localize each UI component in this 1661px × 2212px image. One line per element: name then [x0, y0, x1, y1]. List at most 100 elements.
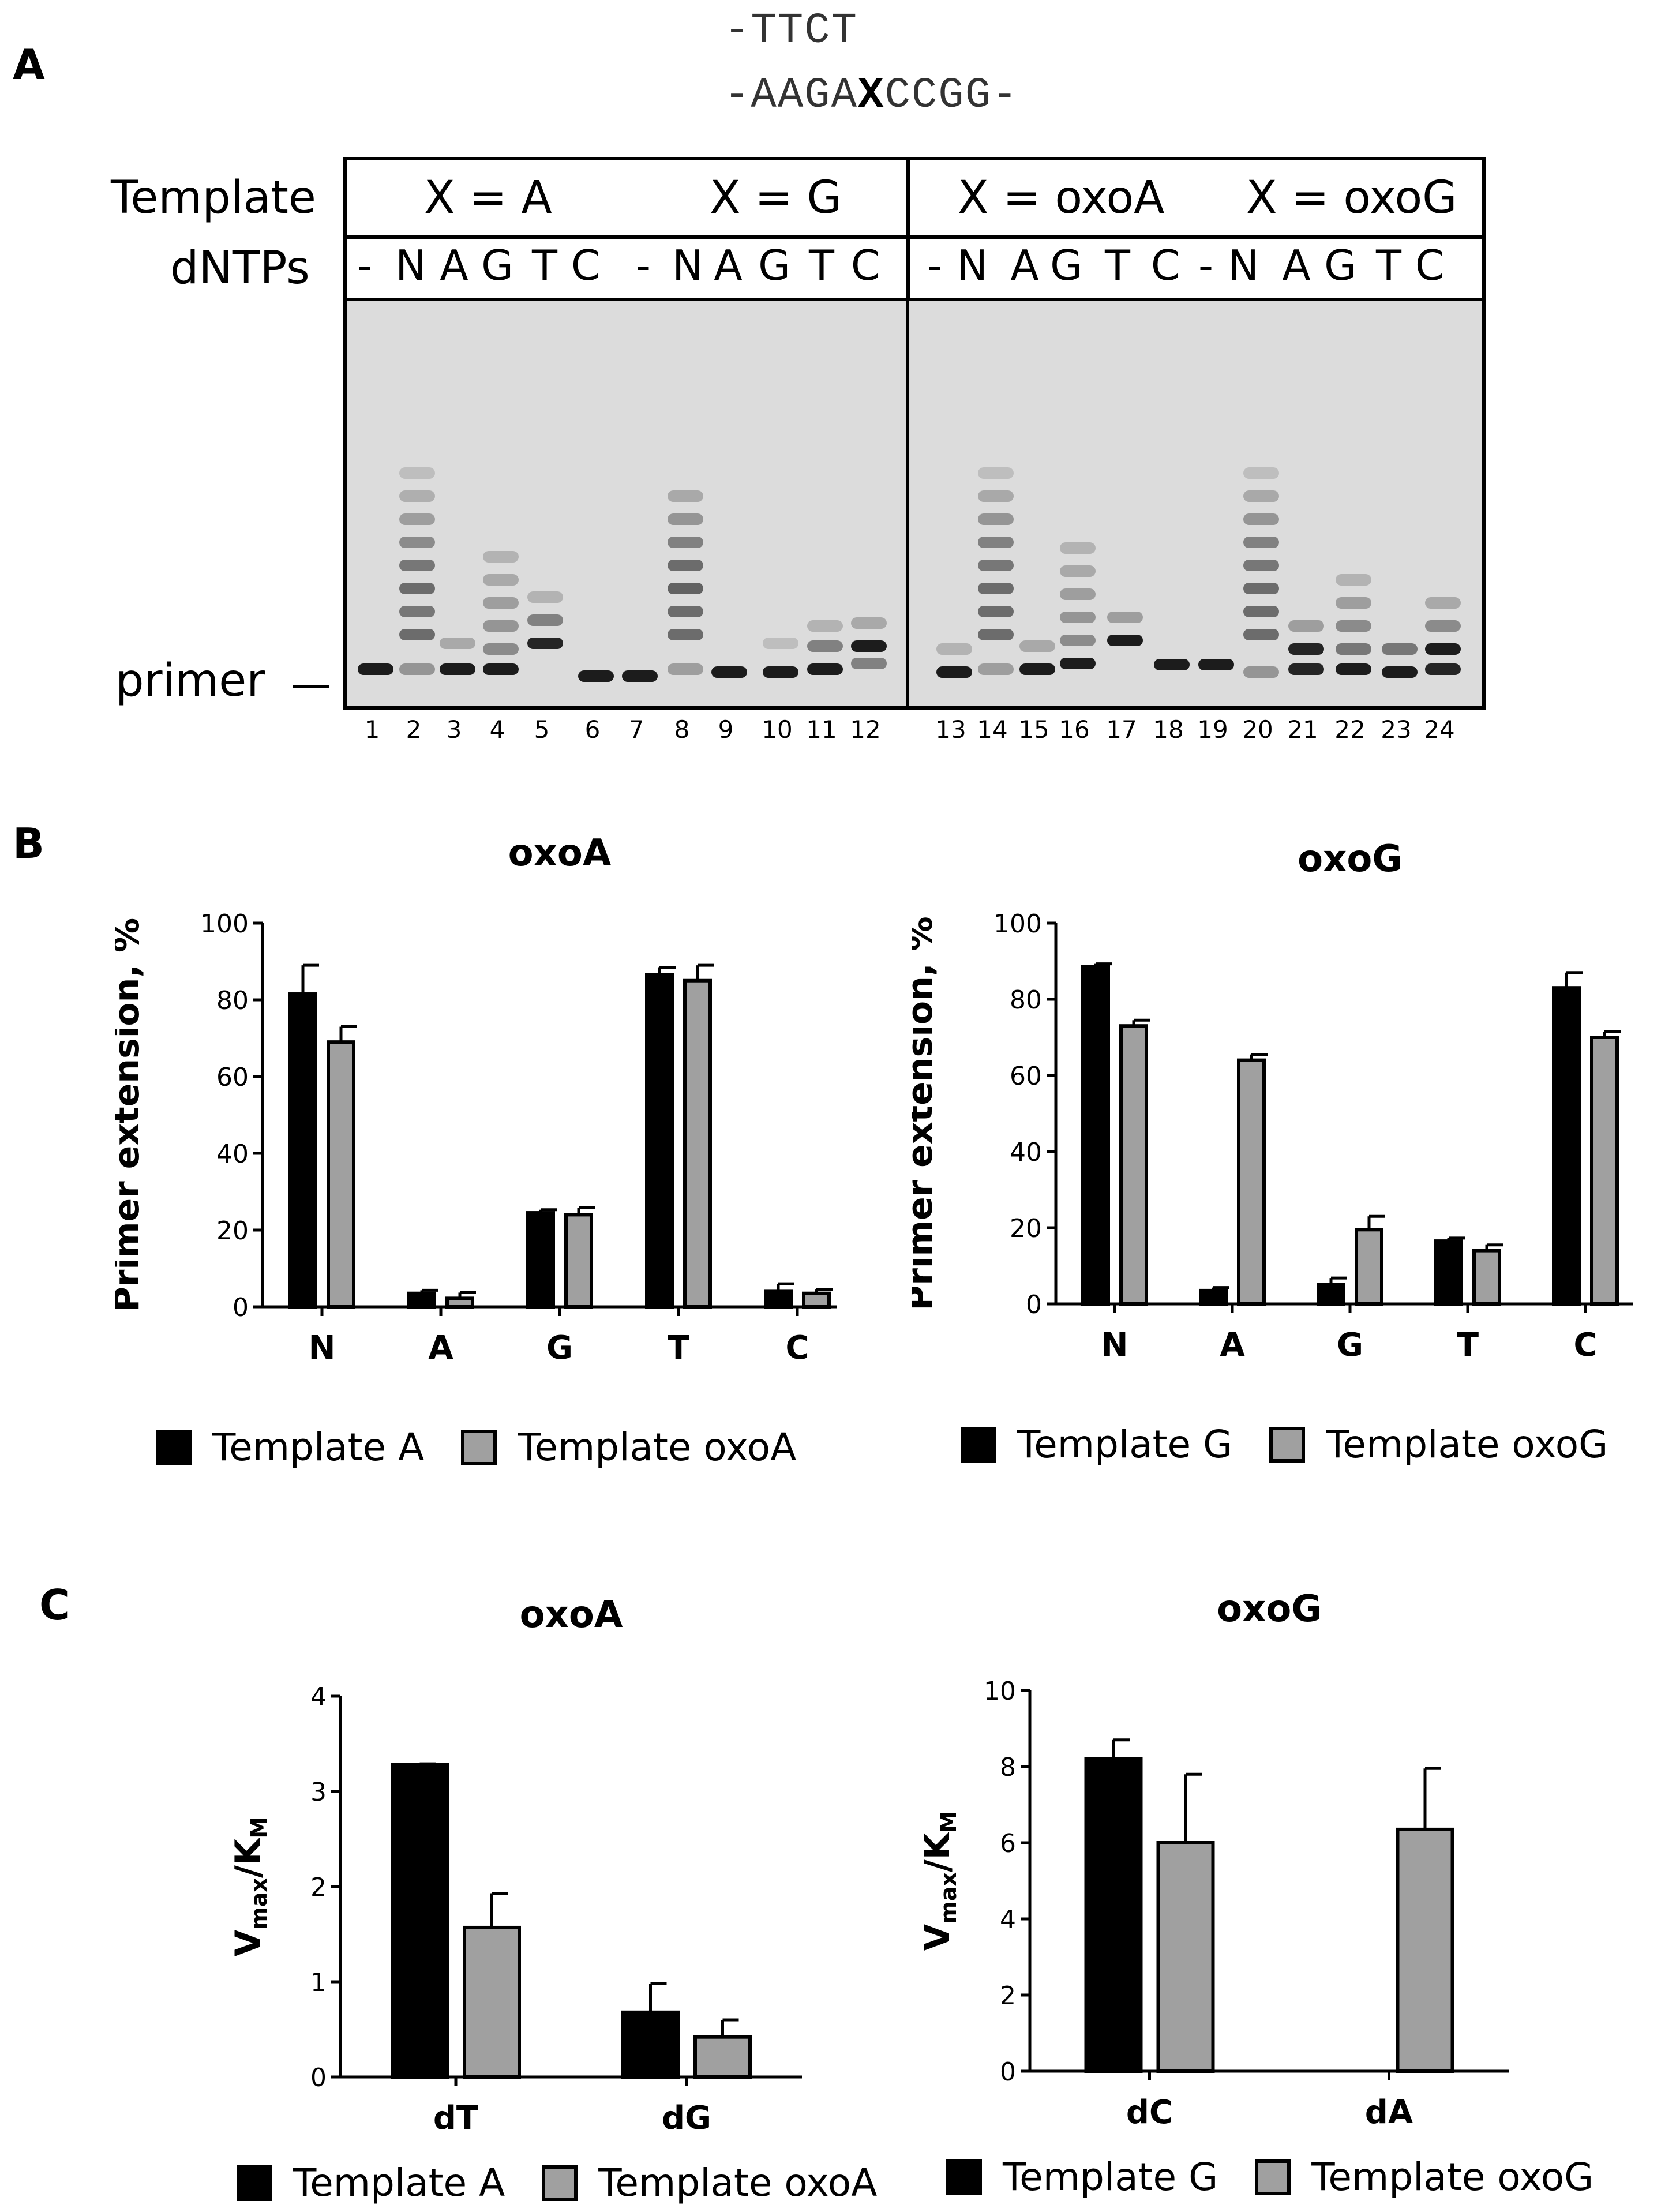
- lane-number: 11: [806, 715, 837, 744]
- gel-band: [1107, 612, 1143, 623]
- bar: [1590, 1036, 1619, 1306]
- gel-band: [399, 560, 435, 571]
- y-tick-label: 8: [1000, 1753, 1016, 1782]
- gel-band: [978, 560, 1014, 571]
- gel-band: [851, 658, 887, 669]
- legend-item-template-oxog: Template oxoG: [1269, 1422, 1608, 1467]
- gel-band: [483, 551, 519, 563]
- bar: [1317, 1283, 1345, 1306]
- lane-number: 13: [935, 715, 966, 744]
- lane-number: 14: [977, 715, 1008, 744]
- x-tick-label: dT: [433, 2099, 478, 2137]
- gel-header-box: [343, 157, 1486, 305]
- chart-title: oxoA: [508, 832, 612, 875]
- y-tick-label: 0: [1026, 1290, 1042, 1319]
- gel-band: [851, 617, 887, 629]
- gel-band: [1019, 640, 1055, 652]
- gel-band: [527, 638, 563, 649]
- gel-band: [1336, 574, 1371, 586]
- y-tick-label: 0: [310, 2063, 327, 2093]
- gel-band: [527, 614, 563, 626]
- bar: [1472, 1249, 1501, 1306]
- lane-symbol: N: [1228, 241, 1259, 290]
- bar: [407, 1291, 436, 1309]
- lane-number: 23: [1381, 715, 1412, 744]
- gel-band: [1382, 666, 1418, 678]
- panel-letter-c: C: [39, 1581, 70, 1629]
- y-tick-label: 20: [1010, 1214, 1042, 1243]
- bar: [645, 973, 674, 1309]
- gel-band: [978, 606, 1014, 617]
- gel-band: [1425, 663, 1461, 675]
- lane-symbol: A: [1282, 241, 1311, 290]
- x-tick-label: N: [1101, 1326, 1128, 1364]
- lane-symbol: G: [1050, 241, 1082, 290]
- gel-band: [1019, 663, 1055, 675]
- lane-number: 19: [1197, 715, 1228, 744]
- lane-number: 12: [850, 715, 881, 744]
- bar: [693, 2035, 752, 2079]
- x-tick-label: C: [785, 1329, 809, 1367]
- y-tick-label: 3: [310, 1778, 327, 1807]
- x-tick-label: C: [1573, 1326, 1597, 1364]
- bar: [1552, 986, 1581, 1306]
- gel-band: [978, 583, 1014, 594]
- gel-band: [1425, 620, 1461, 632]
- chart-svg: oxoA Vmax/KM 0 1 2 3 4 dT dG: [228, 1594, 802, 2137]
- y-axis-label: Primer extension, %: [115, 918, 147, 1312]
- gel-band: [1288, 620, 1324, 632]
- legend-swatch-gray: [461, 1429, 497, 1465]
- chart-b-oxog: oxoG Primer extension, % 0 20 40 60 80 100 N A G T C: [900, 831, 1644, 1408]
- gel-band: [527, 591, 563, 603]
- x-tick-label: dG: [662, 2099, 711, 2137]
- lane-symbol: T: [532, 241, 557, 290]
- legend-label: Template A: [293, 2161, 505, 2205]
- bar: [288, 992, 317, 1309]
- bar: [1355, 1228, 1383, 1306]
- bar: [1081, 965, 1110, 1306]
- bar: [621, 2010, 680, 2079]
- gel-band: [622, 670, 658, 682]
- legend-swatch-black: [961, 1426, 996, 1463]
- group-label-2: X = G: [710, 172, 842, 224]
- sequence-line-2: -AAGAXCCGG-: [724, 72, 1019, 120]
- y-tick-label: 4: [1000, 1905, 1016, 1934]
- gel-band: [1243, 467, 1279, 479]
- lane-symbol: C: [850, 241, 880, 290]
- lane-symbol: C: [1150, 241, 1180, 290]
- lane-number: 24: [1424, 715, 1455, 744]
- x-tick-label: G: [1337, 1326, 1363, 1364]
- gel-band: [851, 640, 887, 652]
- gel-band: [1154, 659, 1190, 670]
- sequence-x: X: [858, 72, 885, 120]
- gel-header-rule: [347, 235, 1482, 239]
- lane-number: 16: [1059, 715, 1090, 744]
- gel-band: [483, 643, 519, 655]
- gel-band: [1060, 635, 1096, 646]
- lane-number: 4: [489, 715, 505, 744]
- y-tick-label: 0: [233, 1293, 249, 1322]
- x-tick-label: A: [428, 1329, 453, 1367]
- bar: [764, 1289, 793, 1309]
- x-tick-label: dA: [1365, 2094, 1413, 2131]
- gel-band: [1060, 588, 1096, 600]
- gel-band: [763, 666, 798, 678]
- lane-symbol: G: [758, 241, 790, 290]
- legend-swatch-black: [156, 1429, 192, 1465]
- gel-band: [1288, 643, 1324, 655]
- lane-number: 15: [1018, 715, 1049, 744]
- lane-symbol: C: [1415, 241, 1445, 290]
- legend-item-template-g: Template G: [946, 2155, 1218, 2199]
- gel-divider: [906, 301, 909, 706]
- lane-symbol: N: [957, 241, 988, 290]
- gel-band: [1288, 663, 1324, 675]
- gel-band: [668, 663, 703, 675]
- bar: [526, 1211, 555, 1309]
- legend-b-left: Template A Template oxoA: [156, 1425, 833, 1469]
- x-tick-label: T: [668, 1329, 689, 1367]
- lane-number: 2: [406, 715, 422, 744]
- lane-symbol: T: [1376, 241, 1401, 290]
- chart-b-oxoa: oxoA Primer extension, % 0 20 40 60 80 100 N A G T C: [107, 831, 857, 1408]
- gel-band: [1243, 629, 1279, 640]
- lane-symbol: -: [1198, 241, 1213, 290]
